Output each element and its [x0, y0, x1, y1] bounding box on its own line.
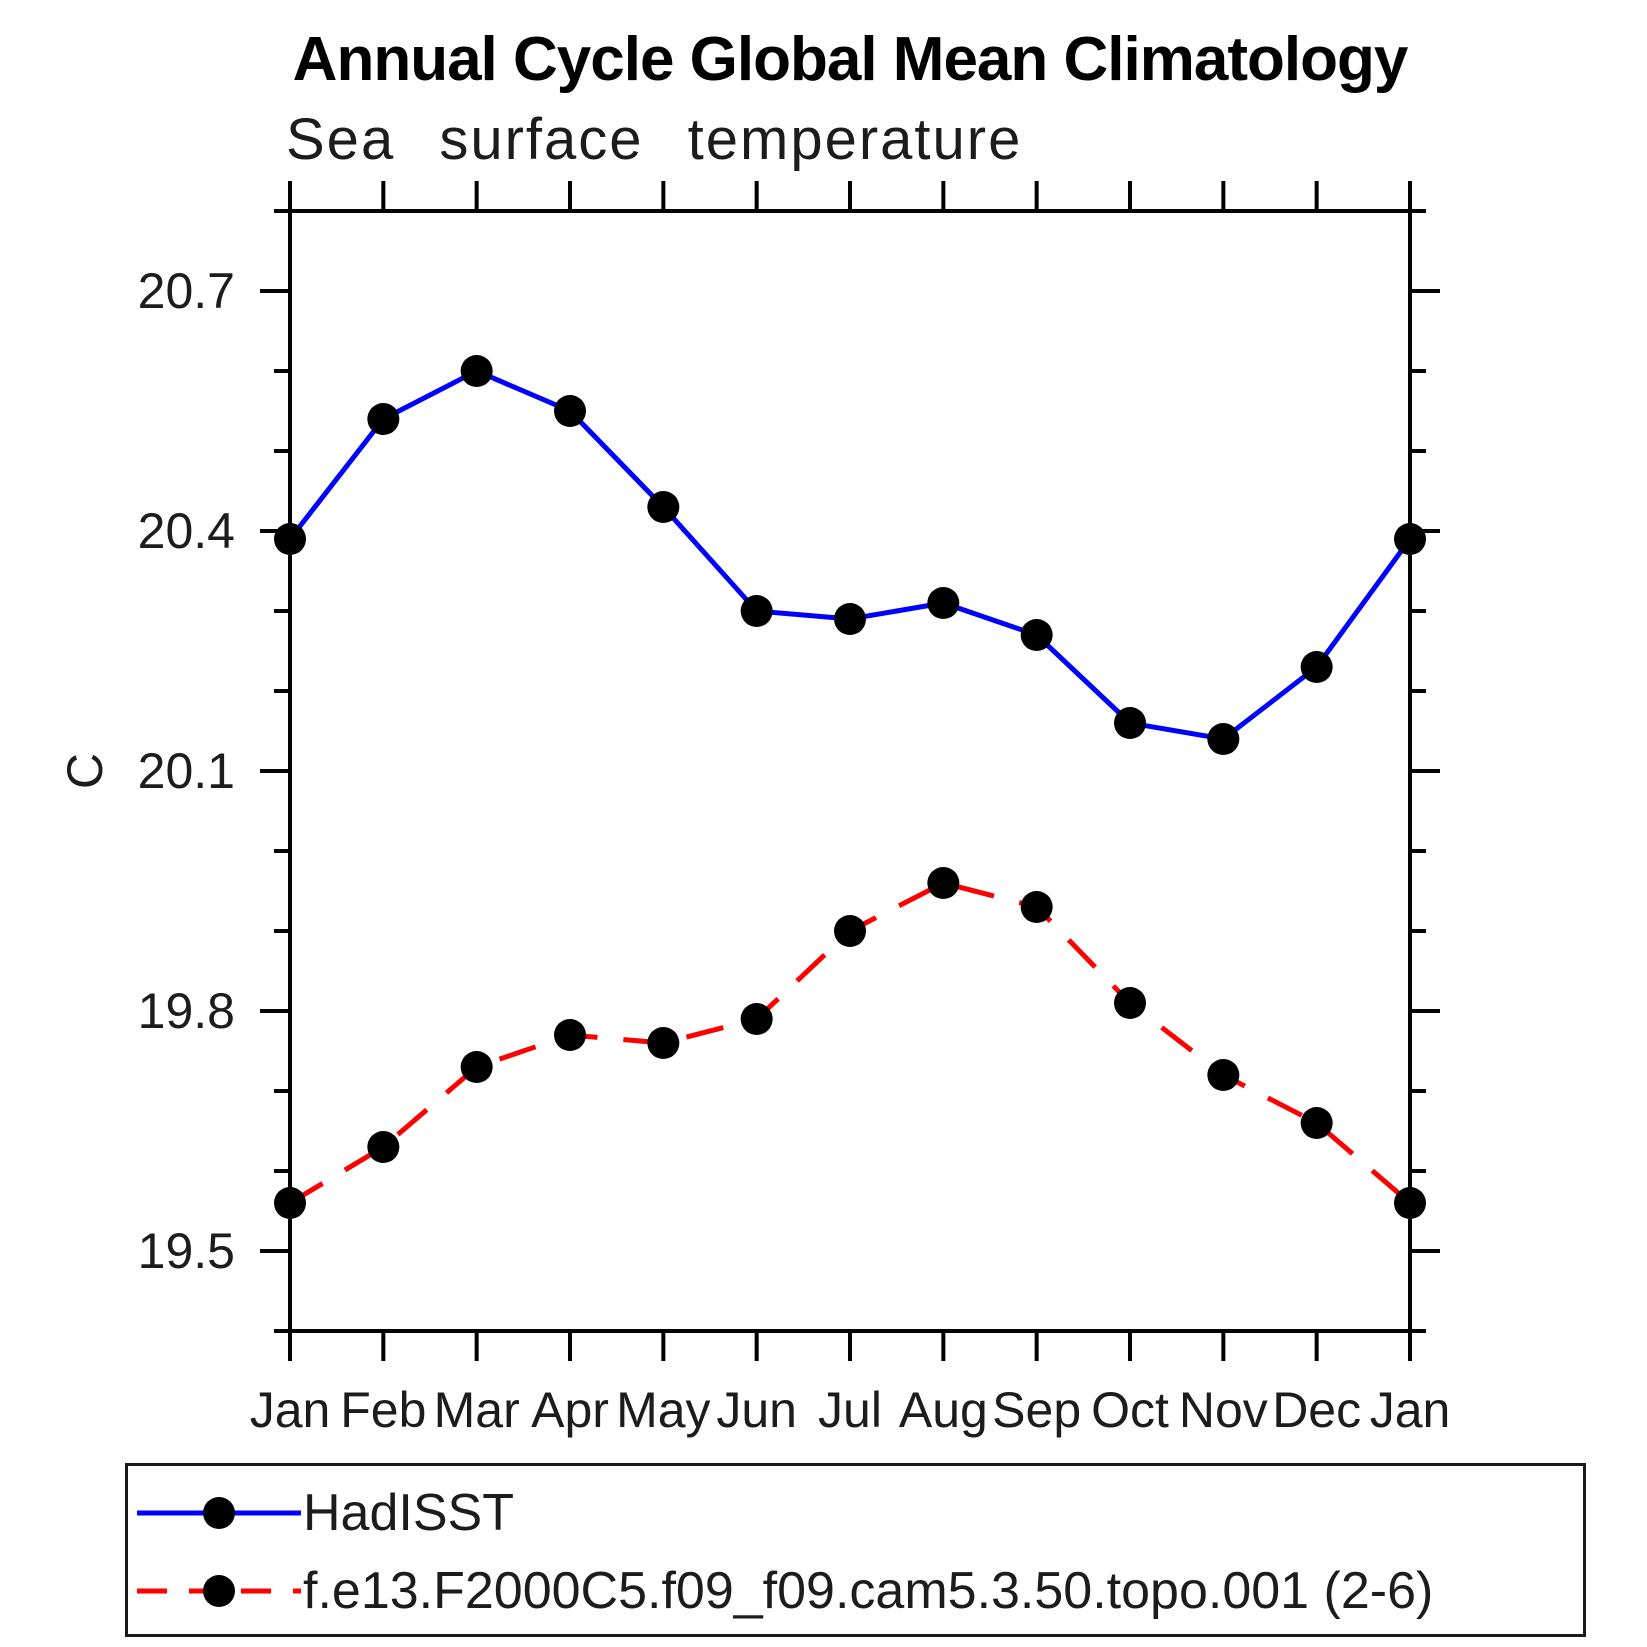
series-0-data-point	[834, 603, 866, 635]
chart-subtitle: Sea surface temperature	[286, 107, 1023, 172]
legend-swatch-solid-line	[137, 1497, 301, 1529]
x-tick-label: Apr	[531, 1382, 609, 1438]
series-1-data-point	[367, 1131, 400, 1163]
x-tick-label: Dec	[1272, 1382, 1361, 1438]
series-1-data-point	[927, 867, 960, 899]
series-1-data-point	[460, 1051, 493, 1083]
series-1-data-point	[834, 915, 866, 947]
x-tick-label: May	[616, 1382, 710, 1438]
series-1-data-point	[1207, 1059, 1240, 1091]
series-0-data-point	[1114, 707, 1146, 739]
series-0-data-point	[1394, 523, 1426, 555]
plot-frame	[288, 209, 1412, 1333]
series-0-data-point	[1300, 651, 1333, 683]
series-0-line	[288, 368, 1413, 742]
legend-swatch-dashed-line	[137, 1575, 301, 1607]
x-tick-label: Jul	[818, 1382, 882, 1438]
series-1-data-point	[1020, 891, 1053, 923]
y-tick-label: 20.1	[138, 743, 235, 799]
x-tick-label: Oct	[1091, 1382, 1169, 1438]
series-1-data-point	[647, 1027, 680, 1059]
series-0-data-point	[927, 587, 960, 619]
series-0-data-point	[740, 595, 773, 627]
series-0-data-point	[367, 403, 400, 435]
series-0-data-point	[1207, 723, 1240, 755]
series-1-data-point	[1394, 1187, 1426, 1219]
series-1-data-point	[1114, 987, 1146, 1019]
x-tick-label: Mar	[434, 1382, 520, 1438]
series-1-data-point	[1300, 1107, 1333, 1139]
x-tick-label: Aug	[899, 1382, 988, 1438]
y-tick-label: 19.5	[138, 1223, 235, 1279]
legend: HadISST f.e13.F2000C5.f09_f09.cam5.3.50.…	[125, 1463, 1586, 1637]
legend-label-model: f.e13.F2000C5.f09_f09.cam5.3.50.topo.001…	[303, 1562, 1434, 1620]
series-1-data-point	[554, 1019, 586, 1051]
x-tick-label: Sep	[992, 1382, 1081, 1438]
series-1-data-point	[740, 1003, 773, 1035]
series-0-data-point	[554, 395, 586, 427]
x-tick-label: Jun	[716, 1382, 797, 1438]
series-0-data-point	[274, 523, 306, 555]
legend-label-hadisst: HadISST	[303, 1484, 514, 1542]
legend-item-hadisst: HadISST	[131, 1483, 514, 1543]
y-tick-label: 19.8	[138, 983, 235, 1039]
x-tick-label: Nov	[1179, 1382, 1268, 1438]
series-1-data-point	[274, 1187, 306, 1219]
legend-item-model: f.e13.F2000C5.f09_f09.cam5.3.50.topo.001…	[131, 1561, 1433, 1621]
x-tick-label: Feb	[340, 1382, 426, 1438]
y-tick-label: 20.7	[138, 263, 235, 319]
series-0-data-point	[647, 491, 680, 523]
series-0-data-point	[1020, 619, 1053, 651]
series-0-data-point	[460, 355, 493, 387]
x-tick-label: Jan	[250, 1382, 331, 1438]
x-tick-label: Jan	[1370, 1382, 1451, 1438]
chart-title: Annual Cycle Global Mean Climatology	[292, 25, 1409, 94]
y-tick-label: 20.4	[138, 503, 235, 559]
